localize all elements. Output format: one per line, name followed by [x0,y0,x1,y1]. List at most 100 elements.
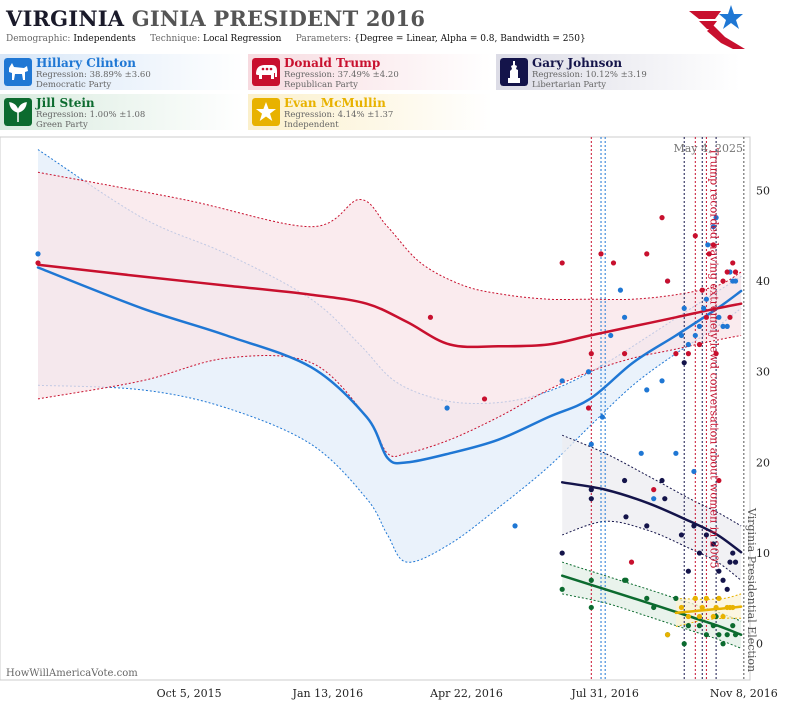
confidence-bands [37,149,742,649]
poll-point [681,360,687,366]
poll-point [727,314,733,320]
candidate-name: Gary Johnson [532,56,623,70]
poll-point [720,613,726,620]
poll-point [703,296,709,302]
poll-point [621,477,628,484]
chart-axes: 0 10 20 30 40 50 Oct 5, 2015 Jan 13, 2016 Apr 22… [157,184,778,700]
poll-point [703,632,709,638]
poll-point [716,595,722,602]
poll-point [444,405,450,411]
confidence-band [38,172,742,457]
poll-point [678,604,685,611]
candidate-card-mcmullin: Evan McMullin Regression: 4.14% ±1.37 In… [248,94,492,130]
poll-point [730,550,736,556]
x-tick-label: Nov 8, 2016 [710,687,778,700]
liberty-statue-icon [500,58,528,86]
poll-point [598,251,604,257]
poll-point [720,641,726,647]
regression-chart: Trump recorded having extremely lewd con… [0,136,778,700]
poll-point [710,541,716,547]
poll-point [621,314,628,320]
poll-point [703,314,709,320]
poll-point [703,595,709,602]
candidate-card-johnson: Gary Johnson Regression: 10.12% ±3.19 Li… [496,54,740,90]
x-tick-label: Oct 5, 2015 [157,687,222,700]
poll-point [685,568,691,574]
donkey-icon [4,58,32,86]
candidate-regression: Regression: 10.12% ±3.19 [532,70,647,80]
leaf-icon [4,98,32,126]
poll-point [585,405,592,411]
x-tick-label: Jan 13, 2016 [292,687,364,700]
poll-point [685,623,691,629]
poll-point [685,341,691,348]
poll-point [692,332,698,339]
poll-point [701,305,707,311]
poll-point [716,477,722,484]
elephant-icon [252,58,280,86]
poll-point [588,487,594,493]
poll-point [710,224,716,230]
poll-point [732,559,739,565]
poll-point [681,641,687,647]
candidate-party: Green Party [36,120,88,130]
y-tick-label: 10 [756,547,770,560]
poll-point [559,550,565,556]
candidate-regression: Regression: 37.49% ±4.20 [284,70,399,80]
event-annotation: Virginia Presidential Election [745,507,758,672]
poll-point [724,269,730,275]
poll-point [691,523,697,529]
y-tick-label: 30 [756,366,770,379]
band-upper-bound [675,593,742,600]
poll-point [730,260,736,266]
x-tick-label: Jul 31, 2016 [570,687,639,700]
poll-points [35,215,739,647]
candidate-name: Donald Trump [284,56,381,70]
candidate-regression: Regression: 38.89% ±3.60 [36,70,151,80]
poll-point [673,351,679,357]
poll-point [35,251,41,257]
poll-point [588,577,594,583]
poll-point [691,468,697,475]
poll-point [638,450,644,456]
poll-point [659,378,665,384]
trend-line [560,574,743,636]
candidate-party: Republican Party [284,80,358,90]
band-lower-bound [562,593,742,649]
poll-point [599,414,605,420]
poll-point [692,233,698,239]
poll-point [710,242,716,248]
title-rest: GINIA PRESIDENT 2016 [131,6,426,31]
poll-point [696,550,703,556]
trend-line [36,263,743,349]
parameters-line: Demographic: Independents Technique: Loc… [6,34,586,44]
candidate-party: Democratic Party [36,80,112,90]
poll-point [696,613,703,620]
trend-line [560,481,743,554]
poll-point [644,387,650,393]
poll-point [659,215,665,221]
poll-point [685,613,691,620]
poll-point [696,323,703,329]
technique-label: Technique: [150,34,201,44]
poll-point [588,351,594,357]
candidate-name: Jill Stein [36,96,95,110]
poll-point [664,632,671,638]
demographic-value: Independents [73,34,136,44]
candidate-party: Libertarian Party [532,80,607,90]
candidate-regression: Regression: 4.14% ±1.37 [284,110,394,120]
y-tick-label: 0 [756,638,763,651]
trend-line [36,266,743,465]
poll-point [512,523,518,529]
candidate-regression: Regression: 1.00% ±1.08 [36,110,146,120]
demographic-label: Demographic: [6,34,71,44]
poll-point [651,487,657,493]
poll-point [685,351,691,357]
candidate-name: Hillary Clinton [36,56,136,70]
poll-point [692,595,698,602]
poll-point [710,623,716,629]
poll-point [720,323,726,329]
chart-header: VIRGINIA GINIA PRESIDENT 2016 Demographi… [0,0,789,136]
poll-point [713,604,719,611]
poll-point [730,623,736,629]
